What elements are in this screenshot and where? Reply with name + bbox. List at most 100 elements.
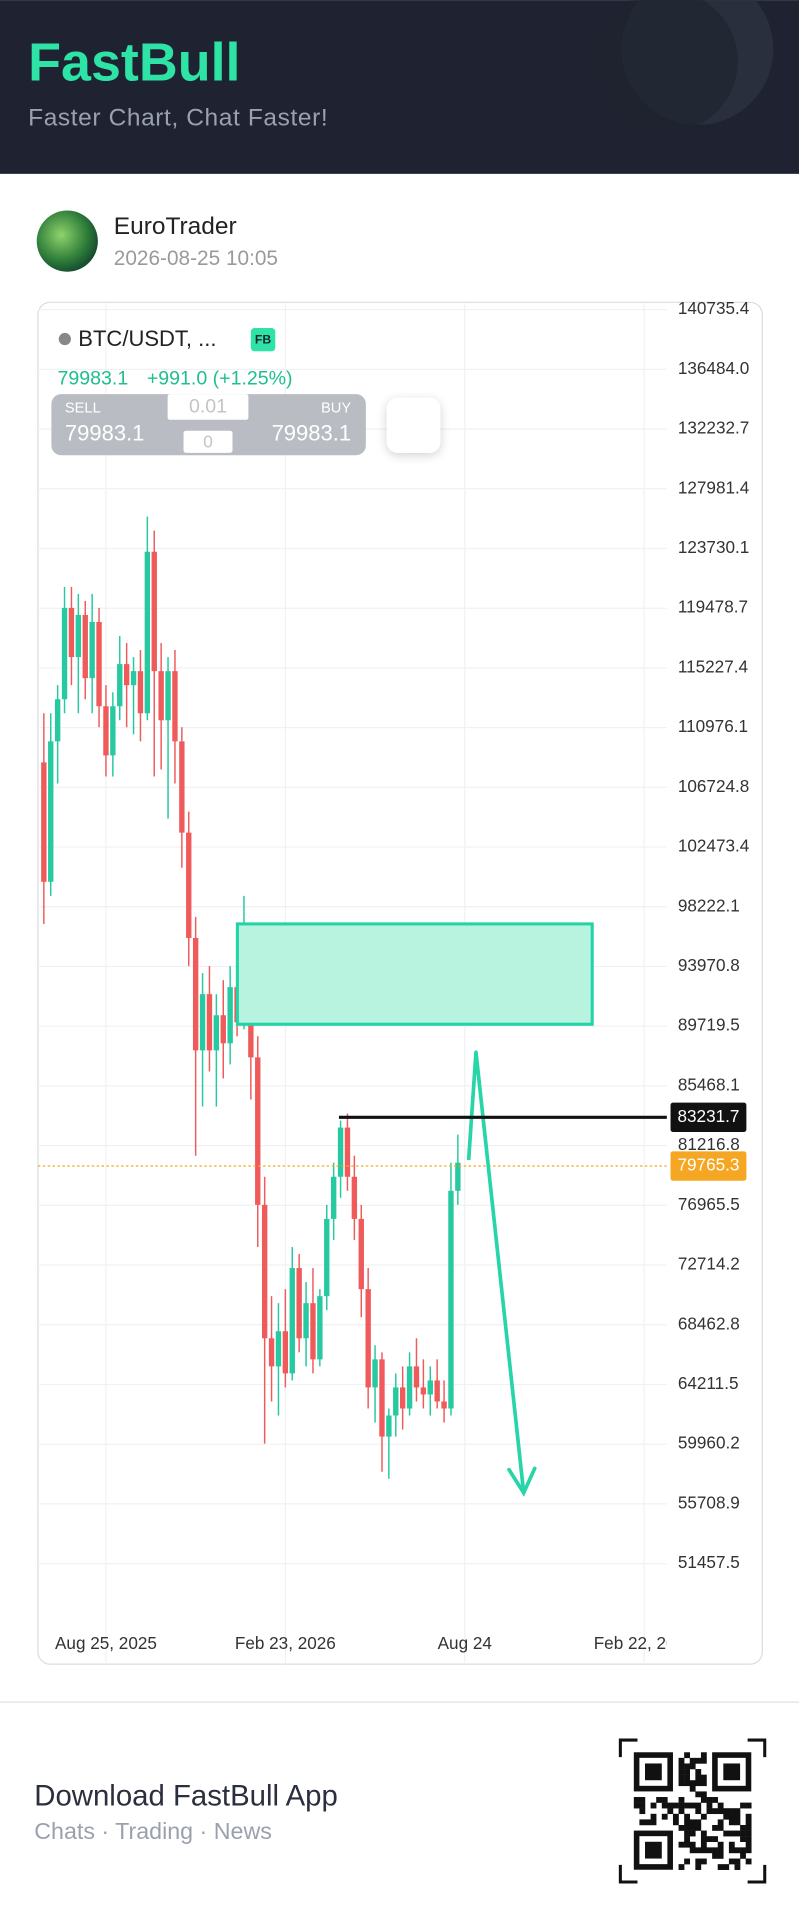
header-decoration xyxy=(595,0,774,133)
qr-module xyxy=(689,1819,696,1826)
qr-module xyxy=(667,1808,674,1815)
qr-module xyxy=(684,1763,690,1770)
last-price-tag-bg xyxy=(670,1151,747,1181)
qr-module xyxy=(650,1802,657,1809)
qr-module xyxy=(745,1830,752,1837)
qr-finder xyxy=(645,1763,662,1781)
qr-module xyxy=(700,1752,707,1759)
candle-body xyxy=(96,621,102,707)
y-tick-label: 98222.1 xyxy=(678,895,740,915)
candle-body xyxy=(427,1380,433,1395)
qr-module xyxy=(684,1824,690,1831)
candle-body xyxy=(406,1366,413,1409)
candle-body xyxy=(296,1268,302,1339)
qr-module xyxy=(661,1813,668,1820)
qr-module xyxy=(656,1797,663,1803)
qr-module xyxy=(667,1802,674,1809)
user-name[interactable]: EuroTrader xyxy=(114,213,237,240)
app-title: FastBull xyxy=(28,32,240,92)
quantity[interactable]: 0.01 xyxy=(189,396,227,418)
qr-module xyxy=(684,1802,690,1809)
candle-body xyxy=(420,1387,427,1395)
candle-body xyxy=(48,741,54,882)
y-tick-label: 140735.4 xyxy=(678,298,750,318)
level-tag-bg xyxy=(670,1102,747,1133)
qr-module xyxy=(723,1813,730,1820)
candle-body xyxy=(130,671,137,686)
price-tags: 83231.7 79765.3 xyxy=(670,1102,747,1181)
overlay xyxy=(338,1050,667,1497)
qr-module xyxy=(661,1802,668,1809)
candle-body xyxy=(158,671,164,721)
grid xyxy=(37,302,667,1665)
x-tick-label: Feb 22, 2027 xyxy=(594,1633,695,1653)
qr-module xyxy=(672,1819,679,1826)
qr-module xyxy=(678,1769,685,1775)
qr-module xyxy=(700,1774,707,1781)
quantity-box[interactable] xyxy=(167,394,249,420)
qr-module xyxy=(672,1802,679,1809)
symbol[interactable]: BTC/USDT, ... xyxy=(78,326,216,351)
y-tick-label: 115227.4 xyxy=(678,656,749,676)
badge-bg xyxy=(250,328,276,352)
candle-body xyxy=(303,1303,309,1339)
qr-module xyxy=(689,1785,696,1792)
y-tick-label: 81216.8 xyxy=(678,1134,740,1154)
sell-label[interactable]: SELL xyxy=(65,401,101,417)
candle-body xyxy=(268,1338,275,1367)
qr-module xyxy=(678,1808,685,1815)
supply-zone xyxy=(235,922,594,1026)
candle-body xyxy=(413,1366,420,1388)
candle-body xyxy=(192,937,199,1051)
buy-price[interactable]: 79983.1 xyxy=(272,420,352,445)
qr-module xyxy=(712,1847,718,1854)
qr-module xyxy=(740,1824,746,1831)
candle-body xyxy=(393,1387,399,1416)
qr-module xyxy=(700,1836,707,1843)
buy-label[interactable]: BUY xyxy=(321,401,351,417)
x-tick-label: Aug 25, 2025 xyxy=(55,1633,157,1653)
count[interactable]: 0 xyxy=(203,432,213,452)
qr-module xyxy=(734,1864,741,1870)
qr-module xyxy=(740,1830,746,1837)
qr-module xyxy=(695,1847,702,1854)
qr-module xyxy=(723,1864,730,1870)
avatar[interactable] xyxy=(36,210,98,272)
qr-module xyxy=(740,1836,746,1843)
footer-title[interactable]: Download FastBull App xyxy=(34,1779,338,1812)
y-tick-label: 127981.4 xyxy=(678,477,750,497)
qr-code[interactable] xyxy=(618,1738,767,1884)
qr-module xyxy=(728,1858,735,1865)
qr-module xyxy=(717,1808,724,1815)
y-tick-label: 55708.9 xyxy=(678,1492,740,1512)
qr-module xyxy=(689,1802,696,1809)
candle-body xyxy=(261,1204,268,1339)
last-price-tag: 79765.3 xyxy=(678,1155,740,1175)
last-price: 79983.1 xyxy=(58,368,129,390)
x-tick-label: Aug 24 xyxy=(438,1633,493,1653)
y-tick-label: 72714.2 xyxy=(678,1254,740,1274)
qr-module xyxy=(700,1757,707,1764)
sell-price[interactable]: 79983.1 xyxy=(65,420,145,445)
qr-module xyxy=(712,1852,718,1859)
qr-module xyxy=(639,1802,646,1809)
qr-module xyxy=(678,1797,685,1803)
action-button[interactable] xyxy=(386,397,441,453)
candle-body xyxy=(275,1331,282,1367)
y-tick-label: 93970.8 xyxy=(678,955,740,975)
qr-module xyxy=(728,1819,735,1826)
qr-module xyxy=(678,1763,685,1770)
qr-module xyxy=(700,1791,707,1798)
legend-dot xyxy=(58,332,71,346)
count-box[interactable] xyxy=(183,430,233,453)
candle-body xyxy=(358,1218,364,1290)
candle-body xyxy=(255,1057,261,1205)
y-tick-label: 64211.5 xyxy=(678,1373,739,1393)
qr-module xyxy=(728,1841,735,1848)
qr-module xyxy=(689,1830,696,1837)
qr-module xyxy=(717,1819,724,1826)
qr-module xyxy=(650,1813,657,1820)
level-tag: 83231.7 xyxy=(678,1106,740,1126)
y-tick-label: 119478.7 xyxy=(678,597,748,617)
